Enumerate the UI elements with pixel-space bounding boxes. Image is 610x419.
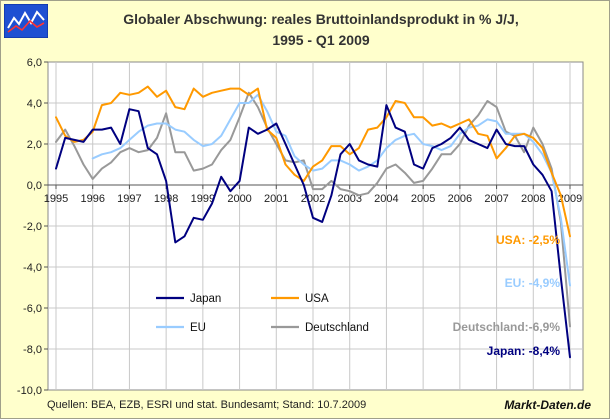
y-tick-label: 2,0 [27,139,42,151]
y-tick-label: -10,0 [17,385,42,397]
y-tick-label: -6,0 [23,303,42,315]
series-layer [55,85,571,359]
x-tick-label: 1996 [80,193,104,205]
annotation-0: USA: -2,5% [496,233,560,247]
y-tick-label: -2,0 [23,221,42,233]
x-tick-label: 2005 [411,193,435,205]
annotation-2: Deutschland:-6,9% [453,320,561,334]
series-line-eu [91,93,571,287]
line-chart-logo-icon [3,3,49,39]
y-tick-label: -8,0 [23,344,42,356]
series-line-japan [55,104,571,359]
x-tick-label: 1998 [154,193,178,205]
series-line-usa [55,85,571,238]
x-tick-label: 1995 [44,193,68,205]
x-tick-label: 1999 [191,193,215,205]
annotation-1: EU: -4,9% [505,276,561,290]
y-tick-label: 0,0 [27,180,42,192]
annotations: USA: -2,5% EU: -4,9% Deutschland:-6,9% Japa… [453,233,561,358]
legend-label-eu: EU [190,322,206,334]
chart-title-line-1: Globaler Abschwung: reales Bruttoinlands… [123,11,519,27]
x-tick-label: 2009 [558,193,582,205]
footer-source: Quellen: BEA, EZB, ESRI und stat. Bundes… [47,399,367,411]
x-tick-label: 2002 [301,193,325,205]
legend-label-deutschland: Deutschland [305,322,369,334]
x-tick-label: 2007 [484,193,508,205]
axis-layer: 6,0 4,0 2,0 0,0 -2,0 -4,0 -6,0 -8,0 -10,0 1995 199… [17,57,583,397]
legend-label-usa: USA [305,293,329,305]
y-tick-label: 6,0 [27,57,42,69]
footer-brand: Markt-Daten.de [504,398,591,412]
x-tick-label: 2006 [448,193,472,205]
x-tick-label: 2001 [264,193,288,205]
x-tick-label: 2003 [337,193,361,205]
x-tick-label: 2004 [374,193,398,205]
chart-title-line-2: 1995 - Q1 2009 [272,32,370,48]
series-line-deutschland [55,91,571,328]
legend: Japan USA EU Deutschland [156,293,369,334]
x-tick-label: 2000 [227,193,251,205]
legend-label-japan: Japan [190,293,221,305]
chart-title: Globaler Abschwung: reales Bruttoinlands… [61,9,581,51]
y-tick-label: -4,0 [23,262,42,274]
x-tick-label: 2008 [521,193,545,205]
y-tick-label: 4,0 [27,98,42,110]
x-tick-label: 1997 [117,193,141,205]
annotation-3: Japan: -8,4% [487,344,561,358]
